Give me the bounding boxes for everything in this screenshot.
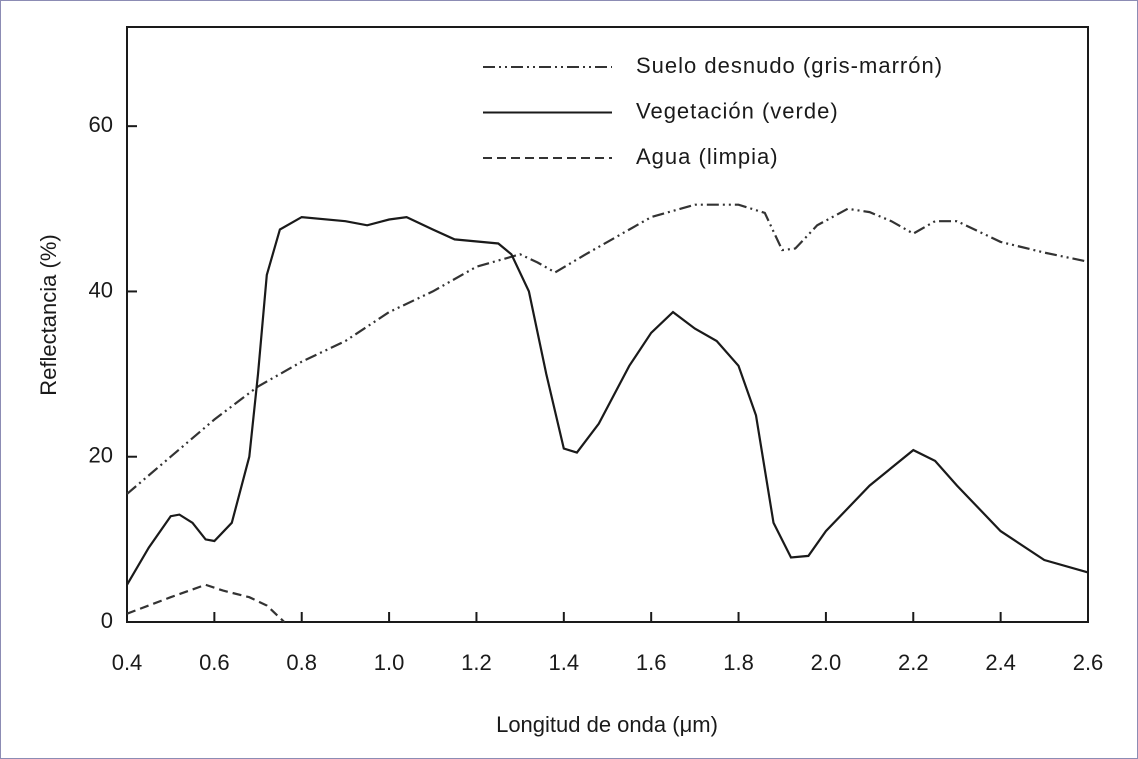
data-line xyxy=(126,215,1089,586)
x-tick-label: 0.8 xyxy=(286,650,317,675)
x-tick-label: 1.2 xyxy=(461,650,492,675)
x-tick-label: 1.4 xyxy=(549,650,580,675)
x-tick-label: 2.4 xyxy=(985,650,1016,675)
x-tick-label: 1.6 xyxy=(636,650,667,675)
x-tick-label: 0.4 xyxy=(112,650,143,675)
legend-label: Vegetación (verde) xyxy=(636,98,839,123)
y-axis-title: Reflectancia (%) xyxy=(36,234,61,395)
y-tick-label: 60 xyxy=(89,112,113,137)
x-tick-label: 1.8 xyxy=(723,650,754,675)
y-tick-label: 0 xyxy=(101,608,113,633)
x-tick-label: 0.6 xyxy=(199,650,230,675)
plot-frame xyxy=(126,26,1089,623)
y-tick-label: 20 xyxy=(89,443,113,468)
y-tick-label: 40 xyxy=(89,277,113,302)
data-line xyxy=(126,203,1089,495)
x-tick-label: 2.6 xyxy=(1073,650,1104,675)
x-tick-label: 1.0 xyxy=(374,650,405,675)
x-axis-title: Longitud de onda (μm) xyxy=(496,712,718,737)
legend-label: Suelo desnudo (gris-marrón) xyxy=(636,53,943,78)
data-line xyxy=(126,583,286,623)
x-tick-label: 2.2 xyxy=(898,650,929,675)
x-tick-label: 2.0 xyxy=(811,650,842,675)
legend-label: Agua (limpia) xyxy=(636,144,779,169)
